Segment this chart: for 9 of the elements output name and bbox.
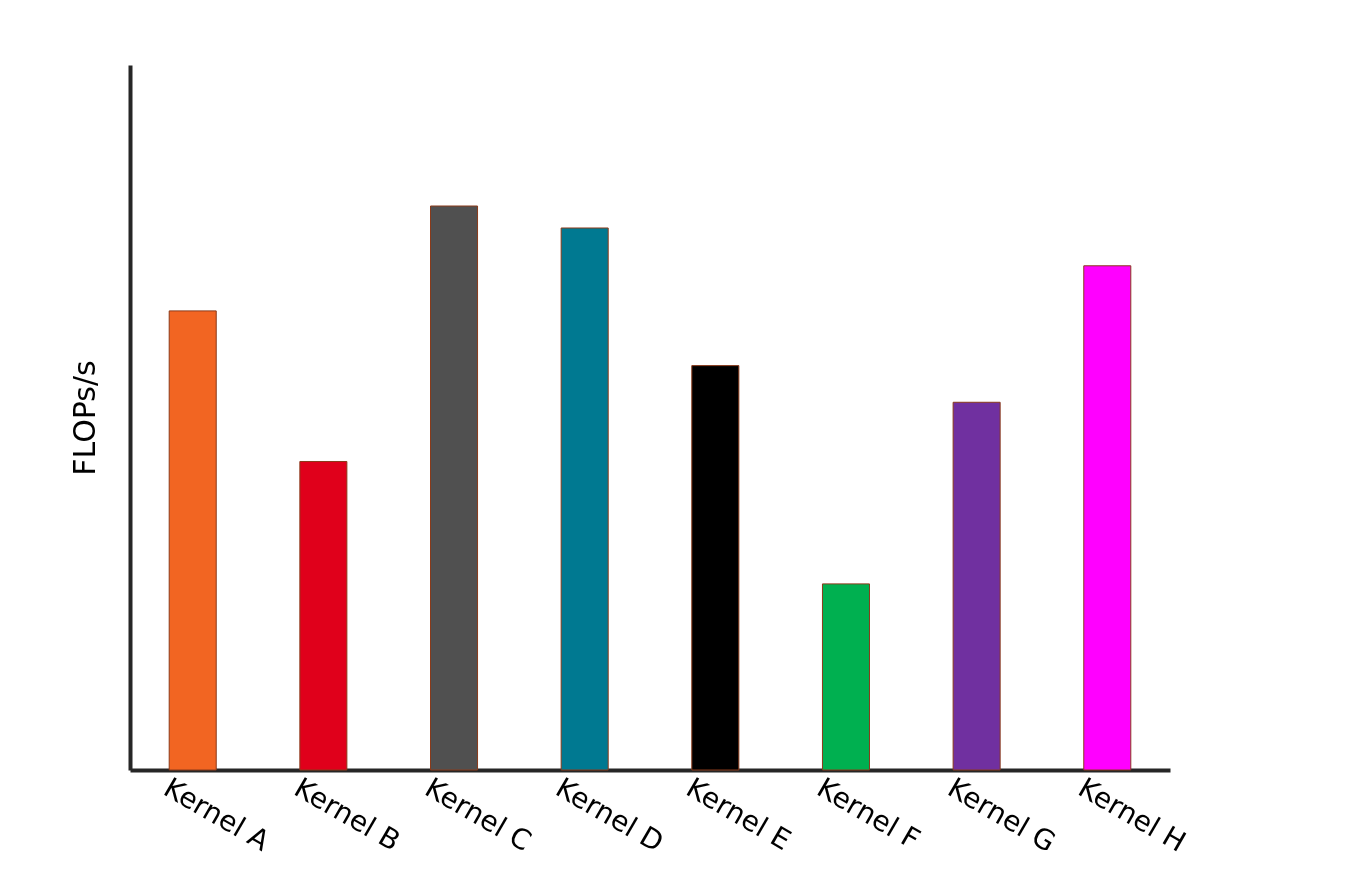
bar <box>691 365 740 771</box>
bar <box>560 227 609 771</box>
bar <box>1083 265 1132 771</box>
bar <box>952 401 1001 771</box>
bar <box>821 583 870 771</box>
y-axis-title: FLOPs/s <box>66 360 102 476</box>
bar <box>430 205 479 771</box>
bar <box>299 460 348 771</box>
bar <box>168 310 217 771</box>
